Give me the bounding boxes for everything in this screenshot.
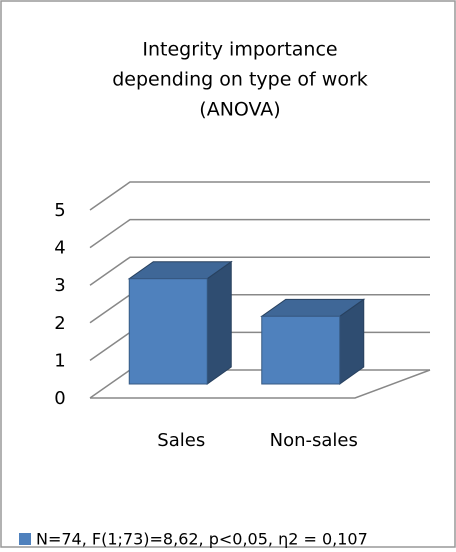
bar: [261, 315, 341, 385]
x-tick-label: Sales: [157, 430, 205, 451]
grid-line: [89, 181, 430, 211]
chart-title: depending on type of work: [112, 69, 368, 91]
floor: [90, 369, 431, 399]
bar-side: [206, 260, 232, 385]
chart-title: Integrity importance: [142, 39, 337, 61]
grid-line: [89, 218, 430, 249]
legend-label: N=74, F(1;73)=8,62, p<0,05, η2 = 0,107: [36, 530, 368, 549]
y-tick-label: 2: [54, 313, 65, 334]
legend-swatch: [19, 533, 31, 545]
y-tick-label: 5: [54, 200, 65, 221]
chart-title: (ANOVA): [199, 99, 280, 121]
y-tick-label: 0: [54, 388, 65, 409]
y-tick-label: 3: [54, 275, 65, 296]
x-tick-label: Non-sales: [270, 430, 358, 451]
grid-line: [89, 256, 430, 286]
y-tick-label: 4: [54, 238, 65, 259]
y-tick-label: 1: [54, 350, 65, 371]
bar: [128, 278, 208, 385]
